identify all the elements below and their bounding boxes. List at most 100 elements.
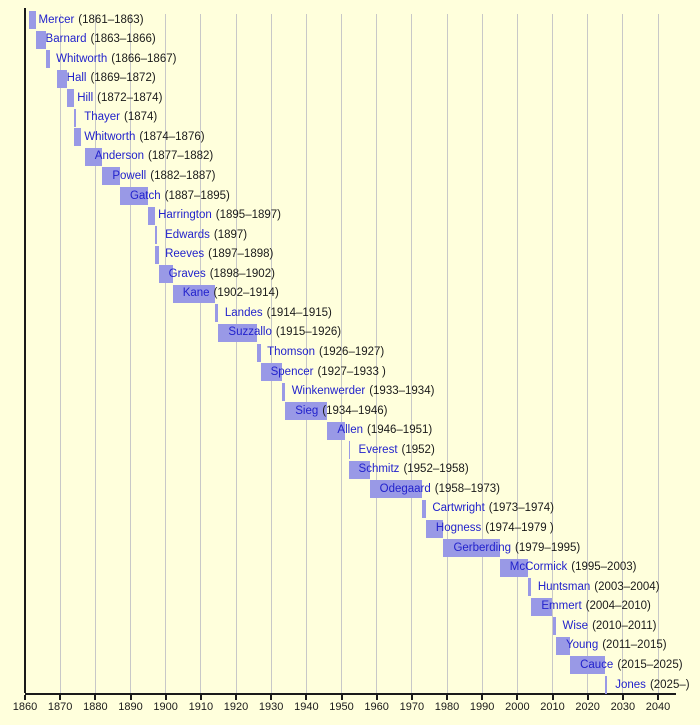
president-name-link[interactable]: Winkenwerder xyxy=(291,385,366,398)
term-bar xyxy=(46,50,50,69)
term-bar xyxy=(74,128,82,147)
president-name-link[interactable]: Schmitz xyxy=(358,463,400,476)
president-name-link[interactable]: Powell xyxy=(112,169,147,182)
president-name-link[interactable]: Suzzallo xyxy=(228,326,272,339)
president-name-link[interactable]: Cartwright xyxy=(432,502,485,515)
timeline-row-label: Edwards (1897) xyxy=(165,226,247,245)
decade-gridline xyxy=(376,14,378,693)
term-years: (1887–1895) xyxy=(164,189,230,202)
president-name-link[interactable]: Young xyxy=(566,639,599,652)
x-axis-tick-label: 1960 xyxy=(364,701,389,713)
president-name-link[interactable]: Wise xyxy=(562,619,589,632)
term-years: (1933–1934) xyxy=(369,385,435,398)
president-name-link[interactable]: Hall xyxy=(66,72,87,85)
term-years: (2010–2011) xyxy=(592,619,657,632)
x-axis-tick xyxy=(446,695,448,700)
president-name-link[interactable]: Spencer xyxy=(270,365,314,378)
president-name-link[interactable]: Gatch xyxy=(129,189,161,202)
term-years: (1877–1882) xyxy=(148,150,214,163)
president-name-link[interactable]: Mercer xyxy=(38,13,75,26)
president-name-link[interactable]: Barnard xyxy=(45,33,87,46)
president-name-link[interactable]: Whitworth xyxy=(84,130,136,143)
term-years: (1895–1897) xyxy=(215,209,282,222)
x-axis-tick xyxy=(481,695,484,700)
x-axis-tick xyxy=(94,695,97,700)
term-years: (2003–2004) xyxy=(594,580,660,593)
president-name-link[interactable]: Hogness xyxy=(435,522,482,535)
president-name-link[interactable]: Landes xyxy=(224,306,263,319)
term-bar xyxy=(56,69,68,88)
president-name-link[interactable]: Sieg xyxy=(295,404,319,417)
x-axis-tick-label: 1950 xyxy=(329,701,354,713)
president-name-link[interactable]: Hill xyxy=(77,91,94,104)
timeline-row-label: Jones (2025–) xyxy=(615,676,689,695)
term-bar xyxy=(74,108,77,127)
president-name-link[interactable]: Graves xyxy=(168,267,206,280)
decade-gridline xyxy=(59,14,61,693)
term-bar xyxy=(158,265,173,284)
x-axis-line xyxy=(25,693,676,695)
timeline-row-label: Young (2011–2015) xyxy=(566,636,667,655)
x-axis-tick-label: 1900 xyxy=(153,701,178,713)
president-name-link[interactable]: Everest xyxy=(358,443,398,456)
term-years: (1902–1914) xyxy=(213,287,279,300)
term-bar xyxy=(281,382,286,401)
president-name-link[interactable]: Allen xyxy=(337,424,363,437)
president-name-link[interactable]: Emmert xyxy=(541,600,582,613)
term-bar xyxy=(35,30,47,49)
president-name-link[interactable]: Jones xyxy=(615,678,646,691)
term-bar xyxy=(556,636,571,655)
timeline-row-label: Whitworth (1874–1876) xyxy=(84,128,204,147)
timeline-row-label: Powell (1882–1887) xyxy=(112,167,215,186)
timeline-row-label: Mercer (1861–1863) xyxy=(39,11,144,30)
timeline-row-label: Schmitz (1952–1958) xyxy=(359,460,469,479)
term-bar xyxy=(28,11,36,29)
x-axis-tick-label: 1970 xyxy=(399,701,425,713)
term-bar xyxy=(155,226,157,245)
term-years: (1958–1973) xyxy=(434,482,501,495)
x-axis-tick xyxy=(410,695,413,700)
president-name-link[interactable]: Huntsman xyxy=(537,580,591,593)
term-years: (1882–1887) xyxy=(150,169,216,182)
president-name-link[interactable]: McCormick xyxy=(509,561,568,574)
x-axis-tick-label: 1890 xyxy=(118,701,143,713)
president-name-link[interactable]: Anderson xyxy=(94,150,145,163)
term-bar xyxy=(260,363,282,382)
president-name-link[interactable]: Odegaard xyxy=(379,482,431,495)
timeline-row-label: Graves (1898–1902) xyxy=(169,265,275,284)
term-years: (2015–2025) xyxy=(617,658,683,671)
x-axis-tick xyxy=(270,695,273,700)
x-axis-tick xyxy=(340,695,343,700)
president-name-link[interactable]: Cauce xyxy=(580,658,614,671)
president-name-link[interactable]: Harrington xyxy=(158,209,212,222)
timeline-row-label: Harrington (1895–1897) xyxy=(158,206,281,225)
president-name-link[interactable]: Gerberding xyxy=(453,541,512,554)
president-name-link[interactable]: Edwards xyxy=(165,228,210,241)
president-name-link[interactable]: Reeves xyxy=(165,248,205,261)
term-years: (1872–1874) xyxy=(97,91,163,104)
term-years: (1897) xyxy=(213,228,248,241)
term-years: (1934–1946) xyxy=(322,404,388,417)
decade-gridline xyxy=(446,14,448,693)
decade-gridline xyxy=(411,14,413,693)
term-bar xyxy=(425,519,444,538)
decade-gridline xyxy=(94,14,96,693)
president-name-link[interactable]: Whitworth xyxy=(56,52,108,65)
decade-gridline xyxy=(165,14,167,693)
term-years: (1863–1866) xyxy=(90,33,156,46)
term-years: (2011–2015) xyxy=(602,639,667,652)
term-bar xyxy=(67,89,75,108)
term-years: (1874) xyxy=(124,111,158,124)
term-bar xyxy=(84,147,103,166)
term-years: (1952–1958) xyxy=(403,463,469,476)
timeline-row-label: Anderson (1877–1882) xyxy=(95,147,213,166)
timeline-row-label: Thayer (1874) xyxy=(84,108,157,127)
term-bar xyxy=(155,245,159,264)
term-years: (1973–1974) xyxy=(488,502,555,515)
president-name-link[interactable]: Kane xyxy=(182,287,210,300)
president-name-link[interactable]: Thomson xyxy=(267,346,316,358)
decade-gridline xyxy=(130,14,131,693)
term-years: (1898–1902) xyxy=(209,267,275,280)
president-name-link[interactable]: Thayer xyxy=(84,111,121,124)
